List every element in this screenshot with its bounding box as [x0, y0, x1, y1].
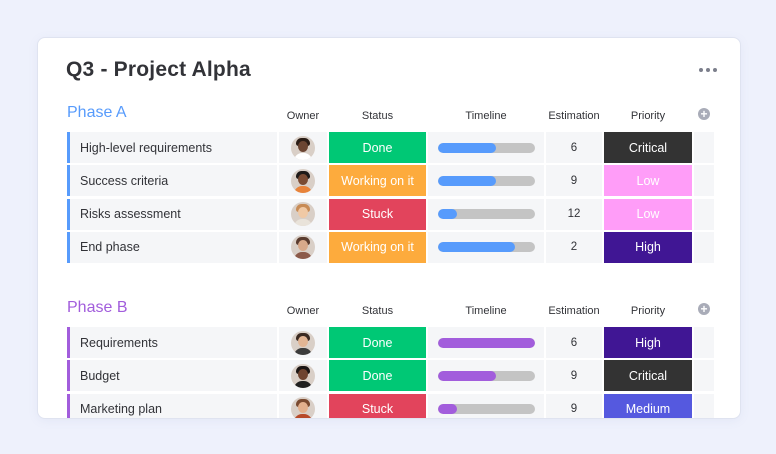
timeline-cell[interactable] [428, 198, 544, 230]
status-badge[interactable]: Working on it [329, 165, 426, 197]
avatar [291, 235, 315, 260]
column-header-estimation[interactable]: Estimation [548, 305, 600, 317]
estimation-value[interactable]: 12 [546, 198, 602, 230]
timeline-cell[interactable] [428, 231, 544, 263]
timeline-bar [437, 175, 535, 186]
owner-cell[interactable] [279, 165, 327, 197]
add-column-icon[interactable]: + [698, 303, 710, 315]
timeline-bar [437, 242, 535, 253]
timeline-cell[interactable] [428, 393, 544, 418]
priority-badge[interactable]: Critical [604, 360, 692, 392]
board-title: Q3 - Project Alpha [66, 58, 251, 81]
avatar [291, 397, 315, 418]
timeline-progress [437, 242, 516, 253]
table-row[interactable]: End phase Working on it 2 High [38, 231, 740, 263]
timeline-cell[interactable] [428, 165, 544, 197]
avatar [291, 168, 315, 193]
estimation-value[interactable]: 2 [546, 231, 602, 263]
timeline-cell[interactable] [428, 360, 544, 392]
table-row[interactable]: Marketing plan Stuck 9 Medium [38, 393, 740, 418]
table-row[interactable]: High-level requirements Done 6 Critical [38, 132, 740, 163]
item-name[interactable]: Requirements [67, 327, 277, 358]
status-badge[interactable]: Stuck [329, 198, 426, 230]
status-badge[interactable]: Done [329, 327, 426, 358]
timeline-bar [437, 337, 535, 348]
row-end-cell [694, 132, 714, 163]
item-name[interactable]: Budget [67, 360, 277, 392]
column-header-timeline[interactable]: Timeline [465, 305, 507, 317]
timeline-progress [437, 142, 496, 153]
row-end-cell [694, 165, 714, 197]
owner-cell[interactable] [279, 198, 327, 230]
priority-badge[interactable]: Low [604, 165, 692, 197]
status-badge[interactable]: Done [329, 360, 426, 392]
more-options-icon[interactable] [699, 63, 721, 77]
avatar [291, 363, 315, 388]
status-badge[interactable]: Done [329, 132, 426, 163]
estimation-value[interactable]: 6 [546, 132, 602, 163]
item-name[interactable]: End phase [67, 231, 277, 263]
column-header-priority[interactable]: Priority [630, 110, 666, 122]
owner-cell[interactable] [279, 327, 327, 358]
owner-cell[interactable] [279, 393, 327, 418]
group-1: Phase B Owner Status Timeline Estimation Prio… [38, 297, 740, 418]
group-0: Phase A Owner Status Timeline Estimation Prio… [38, 102, 740, 265]
table-row[interactable]: Budget Done 9 Critical [38, 360, 740, 392]
avatar [291, 330, 315, 355]
group-title[interactable]: Phase A [67, 104, 127, 121]
row-end-cell [694, 327, 714, 358]
timeline-progress [437, 337, 535, 348]
table-row[interactable]: Success criteria Working on it 9 Low [38, 165, 740, 197]
owner-cell[interactable] [279, 360, 327, 392]
column-header-priority[interactable]: Priority [630, 305, 666, 317]
item-name[interactable]: Marketing plan [67, 393, 277, 418]
estimation-value[interactable]: 6 [546, 327, 602, 358]
estimation-value[interactable]: 9 [546, 360, 602, 392]
group-header: Phase A Owner Status Timeline Estimation Prio… [38, 102, 740, 128]
priority-badge[interactable]: Critical [604, 132, 692, 163]
timeline-progress [437, 404, 457, 415]
row-end-cell [694, 198, 714, 230]
priority-badge[interactable]: Medium [604, 393, 692, 418]
table-row[interactable]: Requirements Done 6 High [38, 327, 740, 358]
row-end-cell [694, 360, 714, 392]
timeline-progress [437, 370, 496, 381]
timeline-bar [437, 142, 535, 153]
group-title[interactable]: Phase B [67, 299, 128, 316]
timeline-cell[interactable] [428, 132, 544, 163]
avatar [291, 135, 315, 160]
column-header-timeline[interactable]: Timeline [465, 110, 507, 122]
column-header-owner[interactable]: Owner [286, 305, 320, 317]
estimation-value[interactable]: 9 [546, 393, 602, 418]
priority-badge[interactable]: High [604, 231, 692, 263]
priority-badge[interactable]: Low [604, 198, 692, 230]
timeline-progress [437, 175, 496, 186]
row-end-cell [694, 393, 714, 418]
priority-badge[interactable]: High [604, 327, 692, 358]
add-column-icon[interactable]: + [698, 108, 710, 120]
column-header-status[interactable]: Status [361, 305, 394, 317]
avatar [291, 202, 315, 227]
estimation-value[interactable]: 9 [546, 165, 602, 197]
column-header-status[interactable]: Status [361, 110, 394, 122]
table-row[interactable]: Risks assessment Stuck 12 Low [38, 198, 740, 230]
column-header-estimation[interactable]: Estimation [548, 110, 600, 122]
timeline-progress [437, 209, 457, 220]
timeline-cell[interactable] [428, 327, 544, 358]
timeline-bar [437, 404, 535, 415]
group-header: Phase B Owner Status Timeline Estimation Prio… [38, 297, 740, 323]
column-header-owner[interactable]: Owner [286, 110, 320, 122]
status-badge[interactable]: Stuck [329, 393, 426, 418]
item-name[interactable]: High-level requirements [67, 132, 277, 163]
item-name[interactable]: Success criteria [67, 165, 277, 197]
item-name[interactable]: Risks assessment [67, 198, 277, 230]
owner-cell[interactable] [279, 231, 327, 263]
status-badge[interactable]: Working on it [329, 231, 426, 263]
owner-cell[interactable] [279, 132, 327, 163]
timeline-bar [437, 209, 535, 220]
board-card: Q3 - Project Alpha Phase A Owner Status Tim… [37, 37, 741, 419]
row-end-cell [694, 231, 714, 263]
timeline-bar [437, 370, 535, 381]
